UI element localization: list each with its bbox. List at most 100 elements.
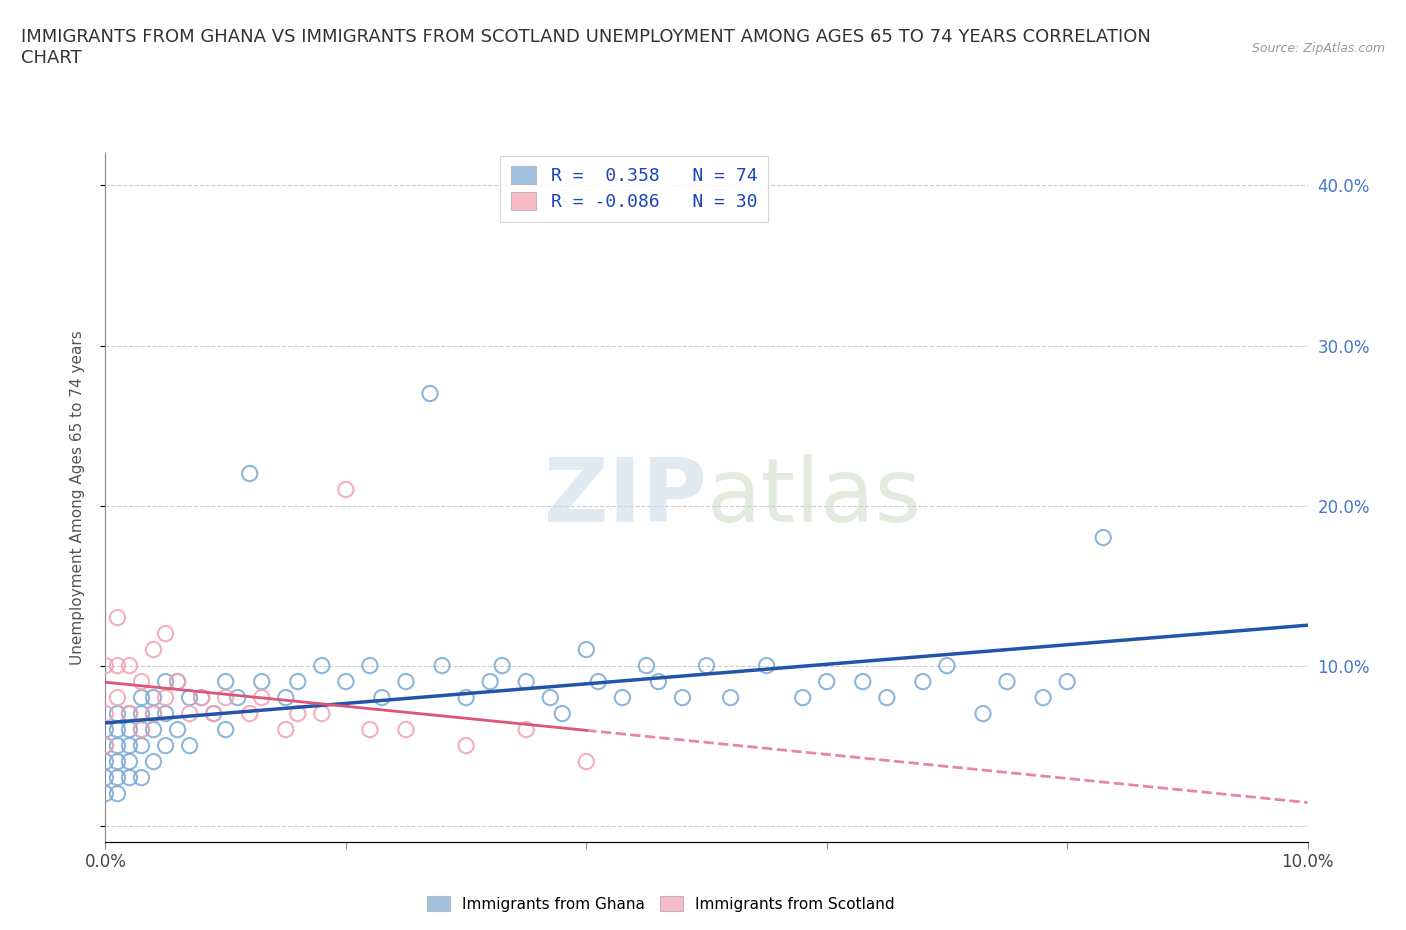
Point [311, 706, 333, 721]
Point [815, 674, 838, 689]
Point [107, 786, 129, 801]
Point [1092, 530, 1115, 545]
Point [636, 658, 658, 673]
Legend: R =  0.358   N = 74, R = -0.086   N = 30: R = 0.358 N = 74, R = -0.086 N = 30 [501, 155, 769, 222]
Point [118, 706, 141, 721]
Point [190, 690, 212, 705]
Point [1032, 690, 1054, 705]
Y-axis label: Unemployment Among Ages 65 to 74 years: Unemployment Among Ages 65 to 74 years [70, 330, 84, 665]
Legend: Immigrants from Ghana, Immigrants from Scotland: Immigrants from Ghana, Immigrants from S… [420, 890, 901, 918]
Point [454, 690, 477, 705]
Point [311, 658, 333, 673]
Point [118, 723, 141, 737]
Point [131, 738, 153, 753]
Point [118, 706, 141, 721]
Point [250, 674, 273, 689]
Text: ZIP: ZIP [544, 454, 707, 541]
Point [94, 754, 117, 769]
Point [107, 706, 129, 721]
Point [755, 658, 778, 673]
Point [179, 706, 201, 721]
Point [214, 674, 236, 689]
Point [107, 610, 129, 625]
Point [142, 754, 165, 769]
Point [190, 690, 212, 705]
Point [94, 770, 117, 785]
Point [995, 674, 1018, 689]
Point [155, 706, 177, 721]
Point [155, 674, 177, 689]
Point [852, 674, 875, 689]
Point [107, 754, 129, 769]
Point [107, 723, 129, 737]
Point [142, 690, 165, 705]
Point [179, 738, 201, 753]
Point [359, 723, 381, 737]
Point [274, 690, 297, 705]
Point [214, 723, 236, 737]
Point [588, 674, 610, 689]
Point [612, 690, 634, 705]
Point [118, 738, 141, 753]
Text: IMMIGRANTS FROM GHANA VS IMMIGRANTS FROM SCOTLAND UNEMPLOYMENT AMONG AGES 65 TO : IMMIGRANTS FROM GHANA VS IMMIGRANTS FROM… [21, 28, 1152, 67]
Point [287, 674, 309, 689]
Point [395, 723, 418, 737]
Point [107, 658, 129, 673]
Point [131, 770, 153, 785]
Point [371, 690, 394, 705]
Text: atlas: atlas [707, 454, 922, 541]
Point [454, 738, 477, 753]
Point [335, 674, 357, 689]
Point [647, 674, 669, 689]
Point [696, 658, 718, 673]
Point [179, 690, 201, 705]
Point [155, 626, 177, 641]
Point [515, 674, 537, 689]
Point [131, 674, 153, 689]
Point [94, 723, 117, 737]
Point [239, 466, 262, 481]
Point [575, 642, 598, 657]
Point [155, 690, 177, 705]
Point [671, 690, 693, 705]
Point [936, 658, 959, 673]
Point [250, 690, 273, 705]
Point [202, 706, 225, 721]
Point [575, 754, 598, 769]
Point [395, 674, 418, 689]
Point [239, 706, 262, 721]
Point [107, 690, 129, 705]
Point [226, 690, 249, 705]
Point [142, 706, 165, 721]
Point [515, 723, 537, 737]
Point [1056, 674, 1078, 689]
Point [118, 754, 141, 769]
Point [430, 658, 453, 673]
Point [142, 706, 165, 721]
Point [166, 723, 188, 737]
Point [94, 738, 117, 753]
Point [359, 658, 381, 673]
Point [166, 674, 188, 689]
Point [419, 386, 441, 401]
Point [118, 770, 141, 785]
Point [131, 706, 153, 721]
Point [538, 690, 561, 705]
Point [118, 658, 141, 673]
Point [166, 674, 188, 689]
Point [335, 482, 357, 497]
Point [491, 658, 513, 673]
Point [142, 723, 165, 737]
Point [214, 690, 236, 705]
Point [911, 674, 934, 689]
Point [107, 738, 129, 753]
Point [94, 658, 117, 673]
Point [155, 738, 177, 753]
Point [876, 690, 898, 705]
Point [720, 690, 742, 705]
Point [131, 723, 153, 737]
Point [142, 642, 165, 657]
Point [202, 706, 225, 721]
Point [94, 738, 117, 753]
Point [131, 723, 153, 737]
